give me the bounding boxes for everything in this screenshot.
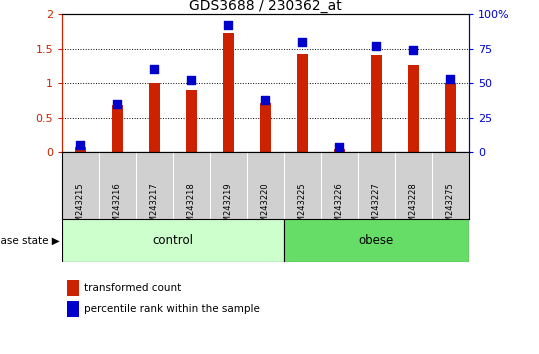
Point <box>76 143 85 148</box>
Bar <box>260 103 271 152</box>
Point <box>224 22 233 28</box>
Text: GSM243226: GSM243226 <box>335 182 344 233</box>
Text: GSM243220: GSM243220 <box>261 182 270 233</box>
Text: control: control <box>153 234 194 247</box>
Point <box>150 67 159 72</box>
Text: percentile rank within the sample: percentile rank within the sample <box>84 304 259 314</box>
Point <box>409 47 418 53</box>
Text: GSM243225: GSM243225 <box>298 182 307 233</box>
Point <box>446 76 455 82</box>
Text: GSM243275: GSM243275 <box>446 182 455 233</box>
Point <box>298 39 307 45</box>
Point <box>372 43 381 49</box>
Text: GSM243219: GSM243219 <box>224 182 233 233</box>
Bar <box>149 83 160 152</box>
Title: GDS3688 / 230362_at: GDS3688 / 230362_at <box>189 0 342 13</box>
Text: GSM243217: GSM243217 <box>150 182 159 233</box>
Point <box>187 78 196 83</box>
Text: transformed count: transformed count <box>84 283 181 293</box>
Bar <box>371 55 382 152</box>
Bar <box>62 219 284 262</box>
Bar <box>334 149 345 152</box>
Bar <box>284 219 469 262</box>
Text: disease state ▶: disease state ▶ <box>0 236 59 246</box>
Text: GSM243227: GSM243227 <box>372 182 381 233</box>
Text: GSM243216: GSM243216 <box>113 182 122 233</box>
Bar <box>408 65 419 152</box>
Text: GSM243218: GSM243218 <box>187 182 196 233</box>
Bar <box>297 54 308 152</box>
Bar <box>445 83 456 152</box>
Bar <box>186 90 197 152</box>
Point <box>335 144 344 149</box>
Text: obese: obese <box>359 234 394 247</box>
Point <box>261 97 270 103</box>
Bar <box>223 33 234 152</box>
Text: GSM243215: GSM243215 <box>76 182 85 233</box>
Text: GSM243228: GSM243228 <box>409 182 418 233</box>
Point <box>113 101 122 107</box>
Bar <box>112 105 123 152</box>
Bar <box>75 147 86 152</box>
